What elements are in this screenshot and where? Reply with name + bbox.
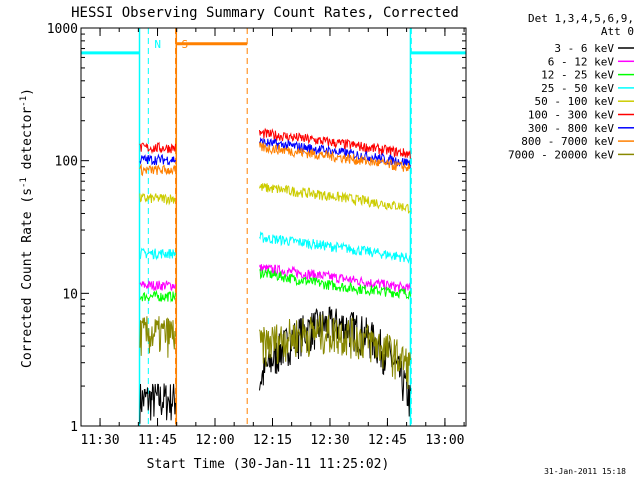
y-axis-label: Corrected Count Rate (s-1 detector-1): [19, 88, 35, 368]
series-trace: [139, 247, 176, 261]
series-4: [139, 230, 411, 264]
y-axis: 1 10 100 1000: [47, 22, 466, 435]
series-trace: [139, 383, 176, 424]
x-tick-label: 12:30: [310, 433, 349, 448]
series-layer: [139, 127, 411, 424]
y-tick-label: 1000: [47, 22, 78, 37]
series-7: [139, 137, 411, 169]
series-trace: [139, 192, 176, 206]
legend-label: 3 - 6 keV: [554, 42, 614, 55]
night-label: N: [154, 38, 161, 51]
series-9: [139, 314, 411, 390]
legend-header-line-1: Det 1,3,4,5,6,9,: [528, 12, 634, 25]
series-trace: [139, 141, 176, 155]
series-trace: [259, 263, 411, 294]
chart-title: HESSI Observing Summary Count Rates, Cor…: [71, 5, 459, 21]
x-axis-label: Start Time (30-Jan-11 11:25:02): [147, 457, 390, 472]
x-tick-label: 12:00: [195, 433, 234, 448]
series-2: [139, 263, 411, 294]
y-tick-label: 100: [55, 155, 78, 170]
legend-label: 6 - 12 keV: [548, 55, 615, 68]
series-5: [139, 183, 411, 214]
series-trace: [259, 141, 411, 172]
series-trace: [259, 230, 411, 264]
x-tick-label: 12:45: [368, 433, 407, 448]
x-tick-label: 11:45: [138, 433, 177, 448]
legend-label: 800 - 7000 keV: [521, 135, 614, 148]
legend-header-line-2: Att 0: [601, 25, 634, 38]
legend-label: 12 - 25 keV: [541, 69, 614, 82]
legend-label: 7000 - 20000 keV: [508, 148, 614, 161]
series-3: [139, 268, 411, 303]
series-6: [139, 127, 411, 159]
series-trace: [139, 163, 176, 177]
legend-label: 300 - 800 keV: [528, 122, 614, 135]
series-trace: [259, 268, 411, 300]
series-trace: [139, 280, 176, 292]
x-tick-label: 12:15: [253, 433, 292, 448]
series-trace: [139, 289, 176, 303]
series-trace: [139, 153, 176, 166]
x-axis: 11:30 11:45 12:00 12:15 12:30 12:45 13:00: [80, 28, 465, 448]
series-trace: [139, 316, 176, 358]
plot-frame: [80, 27, 467, 427]
series-trace: [259, 306, 411, 417]
y-tick-label: 1: [70, 420, 78, 435]
y-tick-label: 10: [62, 287, 78, 302]
series-trace: [259, 314, 411, 390]
series-1: [139, 306, 411, 424]
series-trace: [259, 137, 411, 169]
legend-label: 100 - 300 keV: [528, 109, 614, 122]
x-tick-label: 11:30: [80, 433, 119, 448]
series-trace: [259, 127, 411, 159]
x-tick-label: 13:00: [425, 433, 464, 448]
saa-label: S: [182, 38, 189, 51]
render-timestamp: 31-Jan-2011 15:18: [544, 467, 626, 476]
legend-label: 25 - 50 keV: [541, 82, 614, 95]
series-8: [139, 141, 411, 177]
legend-label: 50 - 100 keV: [535, 95, 615, 108]
series-trace: [259, 183, 411, 214]
